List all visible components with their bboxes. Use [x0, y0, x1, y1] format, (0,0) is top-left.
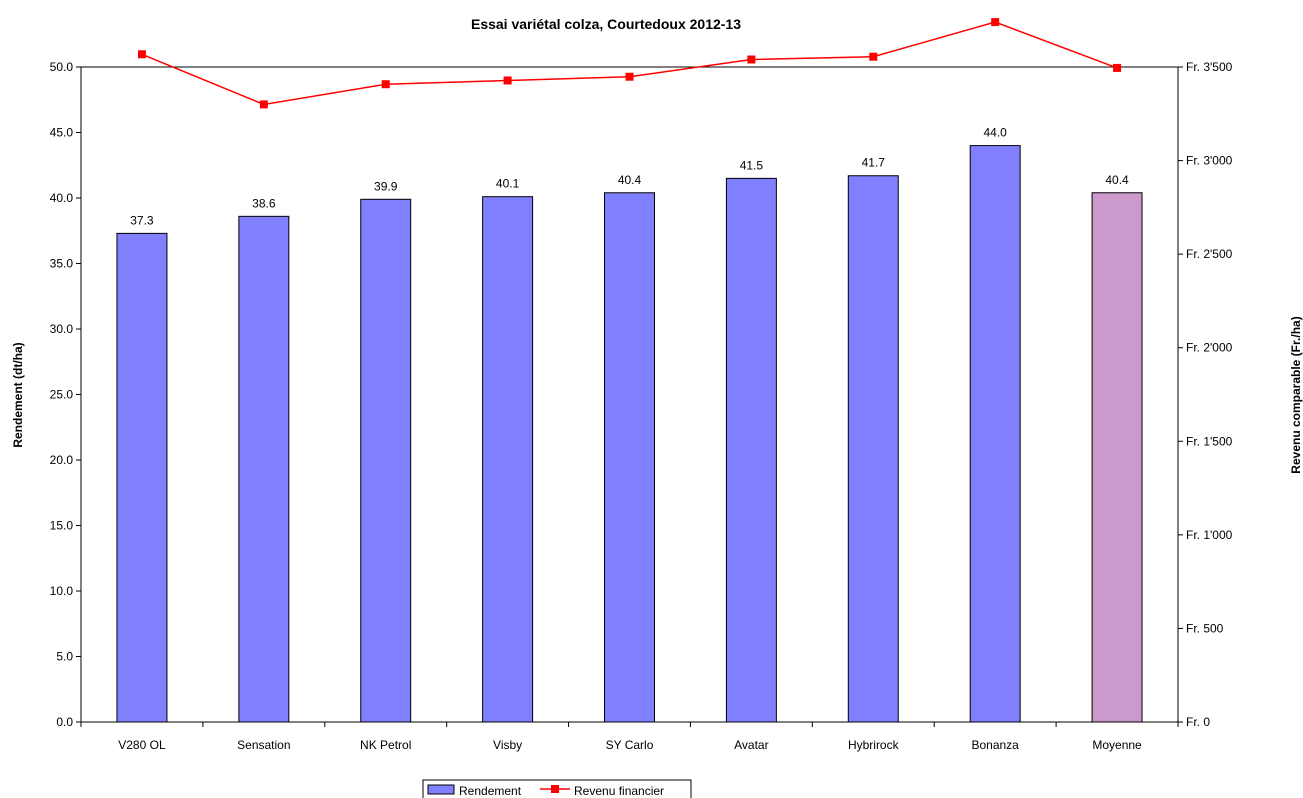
line-point	[869, 52, 878, 61]
y-tick-label: 0.0	[56, 715, 73, 729]
legend-marker-revenu	[551, 785, 559, 793]
y2-tick-label: Fr. 1'500	[1186, 434, 1233, 448]
bar-data-label: 38.6	[252, 196, 276, 210]
y-tick-label: 5.0	[56, 650, 73, 664]
line-point	[991, 18, 1000, 27]
bar-data-label: 40.4	[618, 173, 642, 187]
x-tick-label: Avatar	[734, 738, 768, 752]
y-tick-label: 25.0	[50, 388, 74, 402]
bar-data-label: 37.3	[130, 213, 154, 227]
line-point	[747, 55, 756, 64]
bar	[725, 177, 777, 723]
x-tick-label: Sensation	[237, 738, 290, 752]
line-point	[503, 76, 512, 85]
line-point	[625, 72, 634, 81]
plot-area: 0.0 5.0 10.0 15.0 20.0 25.0 30.0 35.0 40.0 45.0 50…	[50, 18, 1233, 752]
bar	[1091, 192, 1143, 723]
y-tick-label: 40.0	[50, 191, 74, 205]
x-tick-label: SY Carlo	[606, 738, 654, 752]
y2-axis-title: Revenu comparable (Fr./ha)	[1289, 316, 1303, 473]
x-tick-label: NK Petrol	[360, 738, 411, 752]
line-point	[1113, 63, 1122, 72]
bar-data-label: 41.5	[740, 158, 764, 172]
line-point	[381, 80, 390, 89]
y2-tick-label: Fr. 500	[1186, 621, 1224, 635]
y2-tick-label: Fr. 1'000	[1186, 528, 1233, 542]
y-tick-label: 10.0	[50, 584, 74, 598]
y-tick-label: 20.0	[50, 453, 74, 467]
y-tick-label: 35.0	[50, 257, 74, 271]
bar-data-label: 41.7	[862, 156, 886, 170]
legend-label-revenu: Revenu financier	[574, 784, 664, 798]
y-tick-label: 30.0	[50, 322, 74, 336]
y-axis-title: Rendement (dt/ha)	[11, 342, 25, 447]
legend: Rendement Revenu financier	[422, 779, 692, 798]
bar-data-label: 39.9	[374, 179, 398, 193]
legend-swatch-rendement	[427, 784, 455, 795]
x-tick-label: Visby	[493, 738, 522, 752]
x-tick-label: V280 OL	[118, 738, 166, 752]
bar	[238, 215, 290, 723]
line-point	[137, 50, 146, 59]
y2-tick-label: Fr. 0	[1186, 715, 1210, 729]
x-tick-label: Hybrirock	[848, 738, 900, 752]
y-tick-label: 45.0	[50, 126, 74, 140]
y2-tick-label: Fr. 2'000	[1186, 341, 1233, 355]
y-tick-label: 15.0	[50, 519, 74, 533]
x-tick-label: Moyenne	[1092, 738, 1142, 752]
line-revenu	[141, 21, 1118, 106]
bar	[969, 145, 1021, 723]
bar-data-label: 40.4	[1105, 173, 1129, 187]
legend-label-rendement: Rendement	[459, 784, 522, 798]
y2-tick-label: Fr. 2'500	[1186, 247, 1233, 261]
bar	[847, 175, 899, 723]
bar-data-label: 44.0	[983, 126, 1007, 140]
bar	[482, 196, 534, 723]
bar	[360, 198, 412, 723]
y2-tick-label: Fr. 3'000	[1186, 154, 1233, 168]
y-tick-label: 50.0	[50, 60, 74, 74]
bar-data-label: 40.1	[496, 177, 520, 191]
bar	[604, 192, 655, 723]
bar	[116, 232, 168, 723]
x-tick-label: Bonanza	[971, 738, 1019, 752]
line-point	[259, 100, 268, 109]
y2-tick-label: Fr. 3'500	[1186, 60, 1233, 74]
chart-title: Essai variétal colza, Courtedoux 2012-13	[471, 16, 741, 32]
